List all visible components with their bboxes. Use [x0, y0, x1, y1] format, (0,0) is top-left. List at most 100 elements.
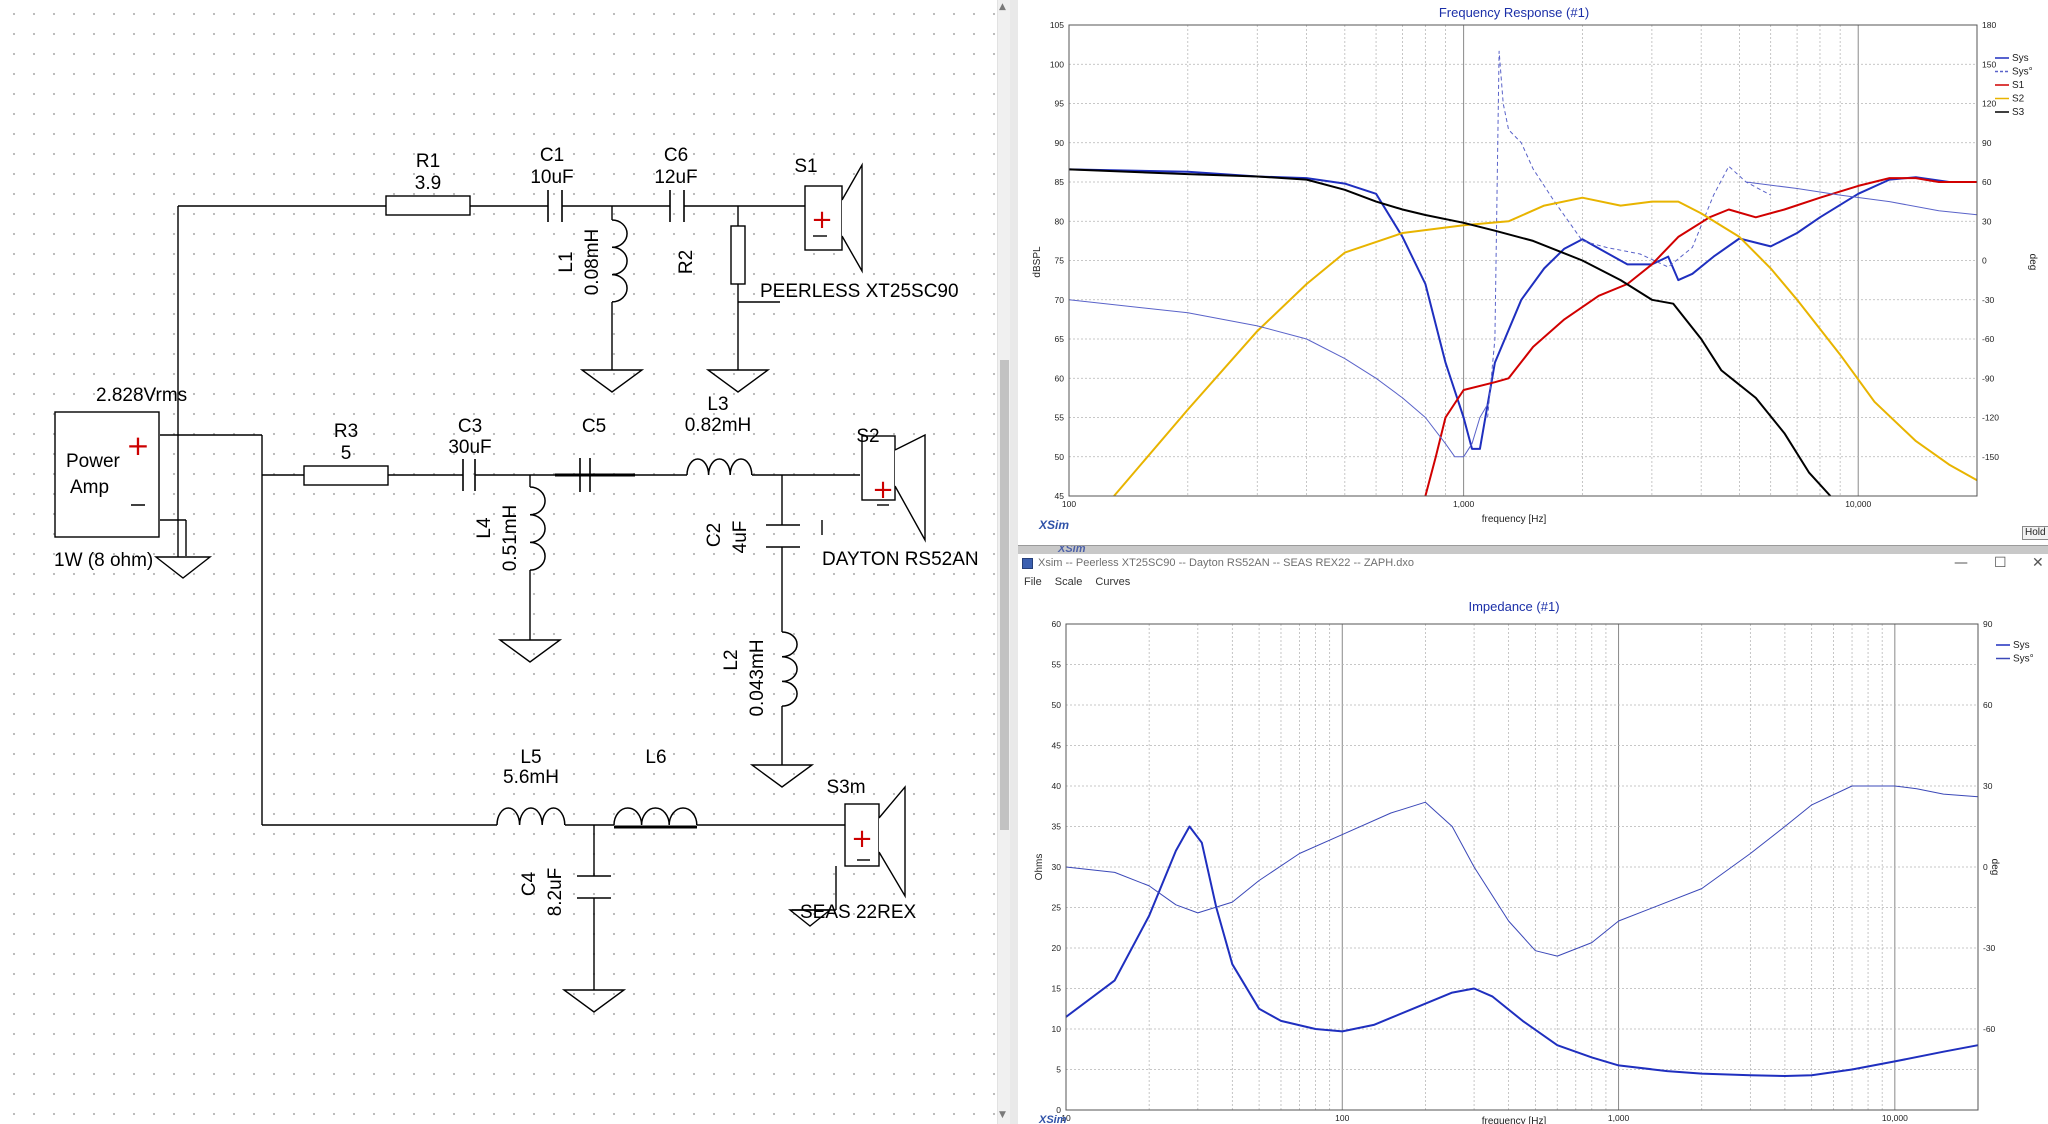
imp-y2-tick-label: 30 — [1983, 781, 1993, 791]
imp-y2-axis-label: deg — [1989, 859, 2000, 876]
c6-value: 12uF — [654, 167, 697, 188]
impedance-legend[interactable]: Sys Sys° — [1996, 640, 2034, 665]
fr-y-tick-label: 70 — [1055, 295, 1065, 305]
imp-x-tick-label: 10 — [1061, 1113, 1071, 1123]
fr-y-tick-label: 80 — [1055, 216, 1065, 226]
l5-name: L5 — [520, 747, 541, 768]
impedance-window[interactable]: Xsim -- Peerless XT25SC90 -- Dayton RS52… — [1018, 554, 2048, 1124]
fr-y-tick-label: 45 — [1055, 491, 1065, 501]
l3-name: L3 — [707, 394, 728, 415]
fr-series-s2 — [1113, 196, 1978, 497]
fr-legend-item[interactable]: S2 — [2012, 94, 2025, 105]
svg-text:+: + — [811, 205, 833, 235]
svg-text:+: + — [126, 429, 149, 462]
fr-y2-tick-label: 60 — [1982, 177, 1992, 187]
r1-value: 3.9 — [415, 173, 441, 194]
menu-file[interactable]: File — [1024, 576, 1042, 588]
minimize-icon[interactable]: — — [1954, 555, 1968, 571]
splitter-xsim-label: XSim — [1058, 545, 1086, 555]
scroll-up-arrow-icon[interactable]: ▲ — [999, 2, 1006, 12]
l2-name: L2 — [721, 649, 742, 670]
pane-divider[interactable] — [1010, 0, 1018, 1124]
svg-text:+: + — [872, 475, 894, 505]
imp-legend-item[interactable]: Sys — [2013, 640, 2030, 651]
frequency-response-chart: 45 50 55 60 65 70 75 80 85 90 95 100 105 -150 -120 -90 -… — [1032, 5, 2038, 525]
c1-name: C1 — [540, 145, 564, 166]
l5-value: 5.6mH — [503, 767, 559, 788]
imp-x-tick-label: 1,000 — [1608, 1113, 1630, 1123]
imp-y-tick-label: 55 — [1052, 660, 1062, 670]
fr-series-sys-high- — [1746, 181, 1978, 216]
fr-y2-tick-label: -60 — [1982, 334, 1995, 344]
r3-value: 5 — [341, 443, 352, 464]
fr-y-tick-label: 85 — [1055, 177, 1065, 187]
fr-y2-tick-label: -30 — [1982, 295, 1995, 305]
impedance-title-bar[interactable]: Xsim -- Peerless XT25SC90 -- Dayton RS52… — [1018, 554, 2048, 574]
close-icon[interactable]: ✕ — [2032, 555, 2044, 571]
impedance-chart-title: Impedance (#1) — [1468, 599, 1559, 614]
s2-name: S2 — [856, 426, 879, 447]
imp-y2-tick-label: 0 — [1983, 862, 1988, 872]
fr-y-tick-label: 75 — [1055, 256, 1065, 266]
scroll-down-arrow-icon[interactable]: ▼ — [999, 1110, 1006, 1120]
fr-legend[interactable]: Sys Sys° S1 S2 S3 — [1995, 53, 2033, 118]
xsim-app-icon — [1022, 558, 1033, 569]
hold-button[interactable]: Hold — [2022, 526, 2048, 540]
imp-y-tick-label: 25 — [1052, 903, 1062, 913]
source-voltage-label: 2.828Vrms — [96, 385, 187, 406]
c3-name: C3 — [458, 416, 482, 437]
imp-y2-tick-label: -30 — [1983, 943, 1996, 953]
imp-y-tick-label: 10 — [1052, 1024, 1062, 1034]
imp-y-tick-label: 35 — [1052, 822, 1062, 832]
c2-value: 4uF — [730, 521, 751, 554]
imp-x-tick-label: 10,000 — [1882, 1113, 1908, 1123]
crossover-schematic[interactable]: + — [0, 0, 1008, 1124]
imp-legend-item[interactable]: Sys° — [2013, 654, 2034, 665]
imp-series-sys — [1065, 825, 1979, 1077]
menu-curves[interactable]: Curves — [1095, 576, 1131, 588]
c4-value: 8.2uF — [545, 868, 566, 917]
imp-y2-tick-label: 90 — [1983, 619, 1993, 629]
imp-y-tick-label: 50 — [1052, 700, 1062, 710]
imp-y-tick-label: 45 — [1052, 741, 1062, 751]
window-splitter[interactable]: XSim — [1018, 545, 2048, 555]
fr-y2-tick-label: 30 — [1982, 216, 1992, 226]
fr-legend-item[interactable]: Sys — [2012, 53, 2029, 64]
c4-name: C4 — [519, 871, 540, 896]
s2-model: DAYTON RS52AN — [822, 549, 979, 570]
amp-power-label: 1W (8 ohm) — [54, 550, 153, 571]
imp-y-tick-label: 0 — [1056, 1105, 1061, 1115]
imp-y-tick-label: 5 — [1056, 1065, 1061, 1075]
imp-y-tick-label: 20 — [1052, 943, 1062, 953]
imp-y-tick-label: 15 — [1052, 984, 1062, 994]
schematic-drawing: + — [54, 145, 979, 1013]
c6-name: C6 — [664, 145, 688, 166]
fr-y2-tick-label: 180 — [1982, 20, 1996, 30]
frequency-response-window[interactable]: 45 50 55 60 65 70 75 80 85 90 95 100 105 -150 -120 -90 -… — [1018, 0, 2048, 545]
imp-y-tick-label: 30 — [1052, 862, 1062, 872]
maximize-icon[interactable]: ☐ — [1994, 555, 2007, 571]
fr-y2-tick-label: 0 — [1982, 256, 1987, 266]
menu-scale[interactable]: Scale — [1054, 576, 1083, 588]
schematic-scrollbar[interactable]: ▲ ▼ — [997, 0, 1011, 1124]
scrollbar-thumb[interactable] — [1000, 360, 1009, 830]
fr-xsim-label: XSim — [1039, 518, 1070, 532]
svg-text:+: + — [851, 824, 873, 854]
impedance-menu-bar: File Scale Curves — [1018, 576, 2048, 592]
fr-y-tick-label: 90 — [1055, 138, 1065, 148]
fr-y-tick-label: 55 — [1055, 413, 1065, 423]
s1-model: PEERLESS XT25SC90 — [760, 281, 959, 302]
fr-y2-tick-label: -150 — [1982, 452, 1999, 462]
c5-name: C5 — [582, 416, 606, 437]
fr-y-tick-label: 60 — [1055, 373, 1065, 383]
fr-legend-item[interactable]: S3 — [2012, 107, 2025, 118]
fr-y2-tick-label: 150 — [1982, 59, 1996, 69]
fr-y2-tick-label: 90 — [1982, 138, 1992, 148]
impedance-xsim-label: XSim — [1039, 1114, 1067, 1124]
fr-series-sys- — [1487, 50, 1771, 418]
r1-name: R1 — [416, 151, 440, 172]
fr-chart-title: Frequency Response (#1) — [1439, 5, 1589, 20]
imp-y2-tick-label: 60 — [1983, 700, 1993, 710]
fr-legend-item[interactable]: Sys° — [2012, 67, 2033, 78]
fr-legend-item[interactable]: S1 — [2012, 80, 2025, 91]
